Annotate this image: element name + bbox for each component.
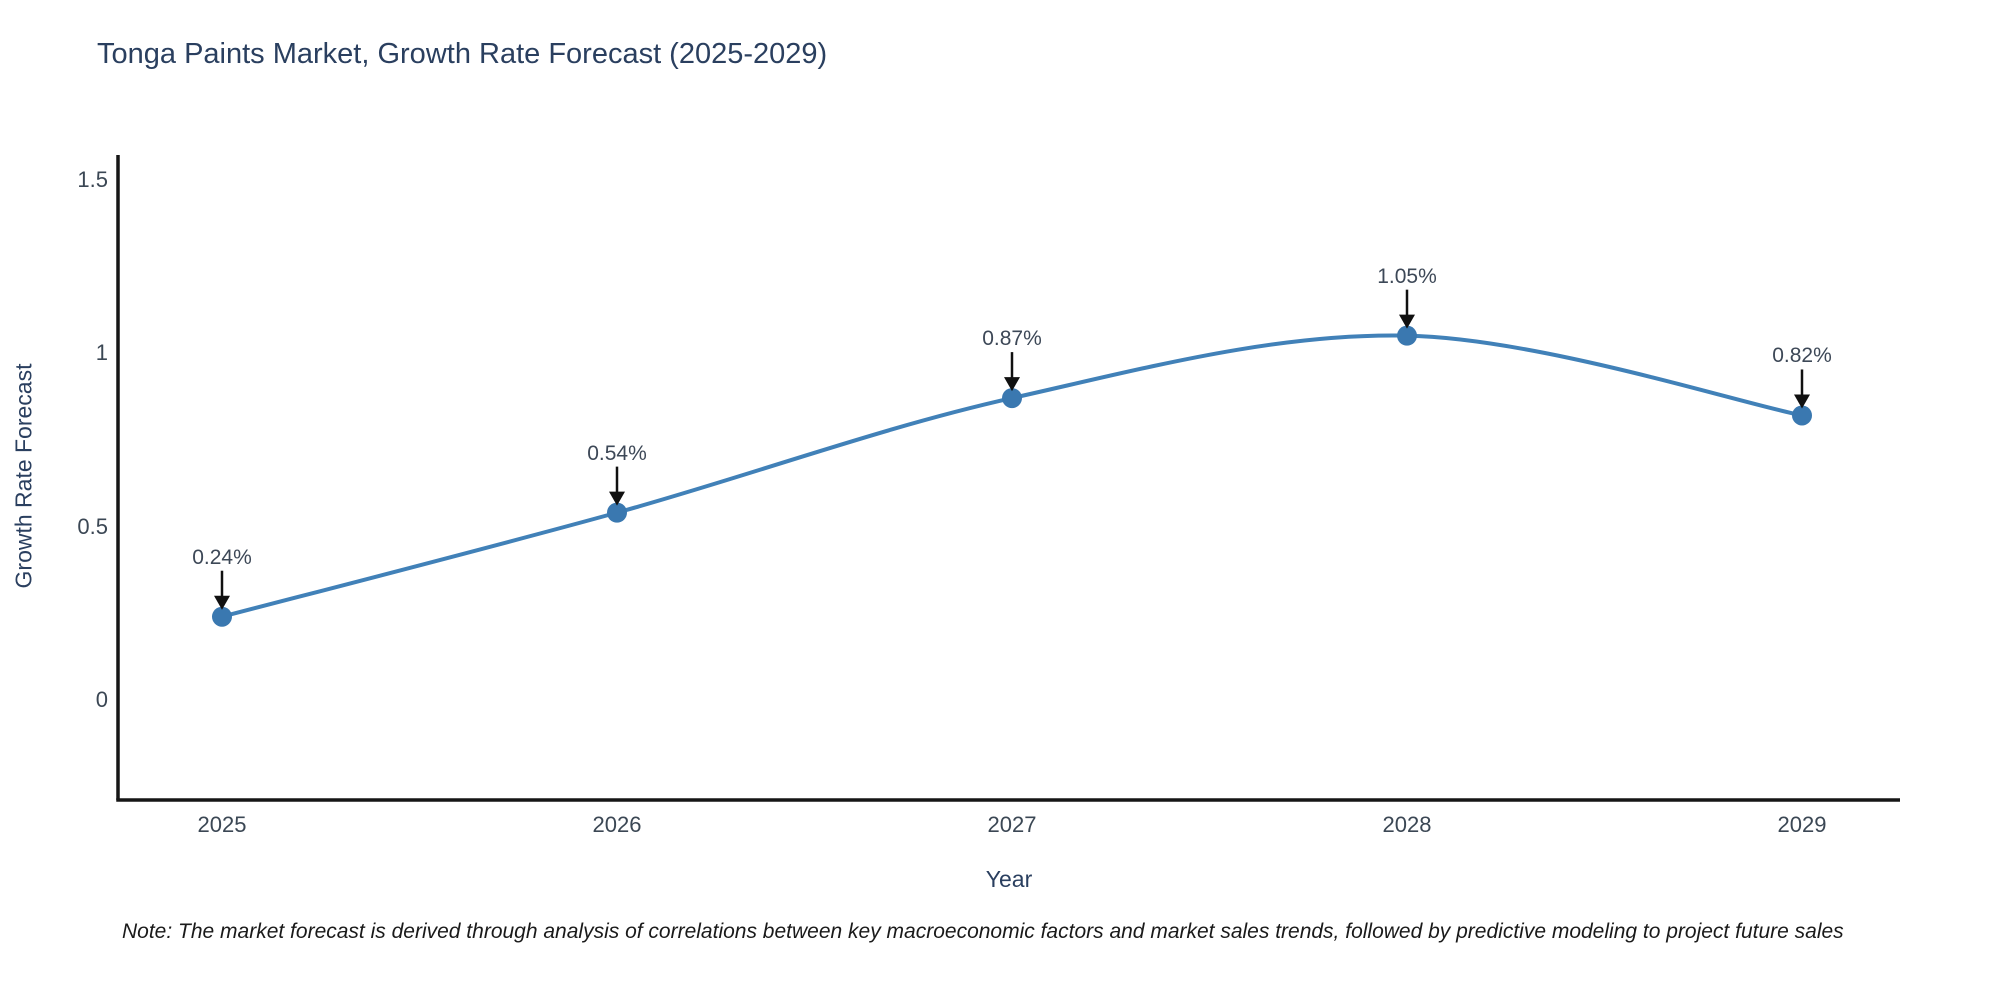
x-tick-label: 2028	[1382, 812, 1432, 837]
annotation-arrow-head	[609, 491, 625, 506]
annotation-arrow-head	[1004, 377, 1020, 392]
data-point-marker	[212, 606, 232, 627]
point-annotation: 0.24%	[192, 545, 252, 569]
x-axis-title: Year	[985, 866, 1033, 892]
x-tick-label: 2026	[592, 812, 642, 837]
annotation-arrow-head	[1794, 394, 1810, 409]
x-tick-label: 2027	[987, 812, 1037, 837]
y-axis-title: Growth Rate Forecast	[10, 363, 37, 589]
y-tick-label: 1.5	[77, 166, 108, 192]
point-annotation: 0.87%	[982, 327, 1042, 351]
x-tick-label: 2025	[197, 812, 247, 837]
y-tick-label: 1	[95, 340, 108, 365]
data-point-marker	[1397, 325, 1417, 346]
data-point-marker	[1002, 388, 1022, 409]
data-point-marker	[1792, 405, 1812, 426]
footnote: Note: The market forecast is derived thr…	[122, 920, 1844, 943]
y-tick-label: 0.5	[77, 513, 108, 539]
y-tick-label: 0	[95, 687, 108, 712]
annotation-arrow-head	[214, 595, 230, 610]
point-annotation: 1.05%	[1377, 264, 1437, 288]
x-tick-label: 2029	[1777, 812, 1827, 837]
point-annotation: 0.54%	[587, 441, 647, 465]
chart-title: Tonga Paints Market, Growth Rate Forecas…	[97, 38, 828, 70]
data-point-marker	[607, 502, 627, 523]
annotation-arrow-head	[1399, 314, 1415, 329]
point-annotation: 0.82%	[1772, 344, 1832, 368]
